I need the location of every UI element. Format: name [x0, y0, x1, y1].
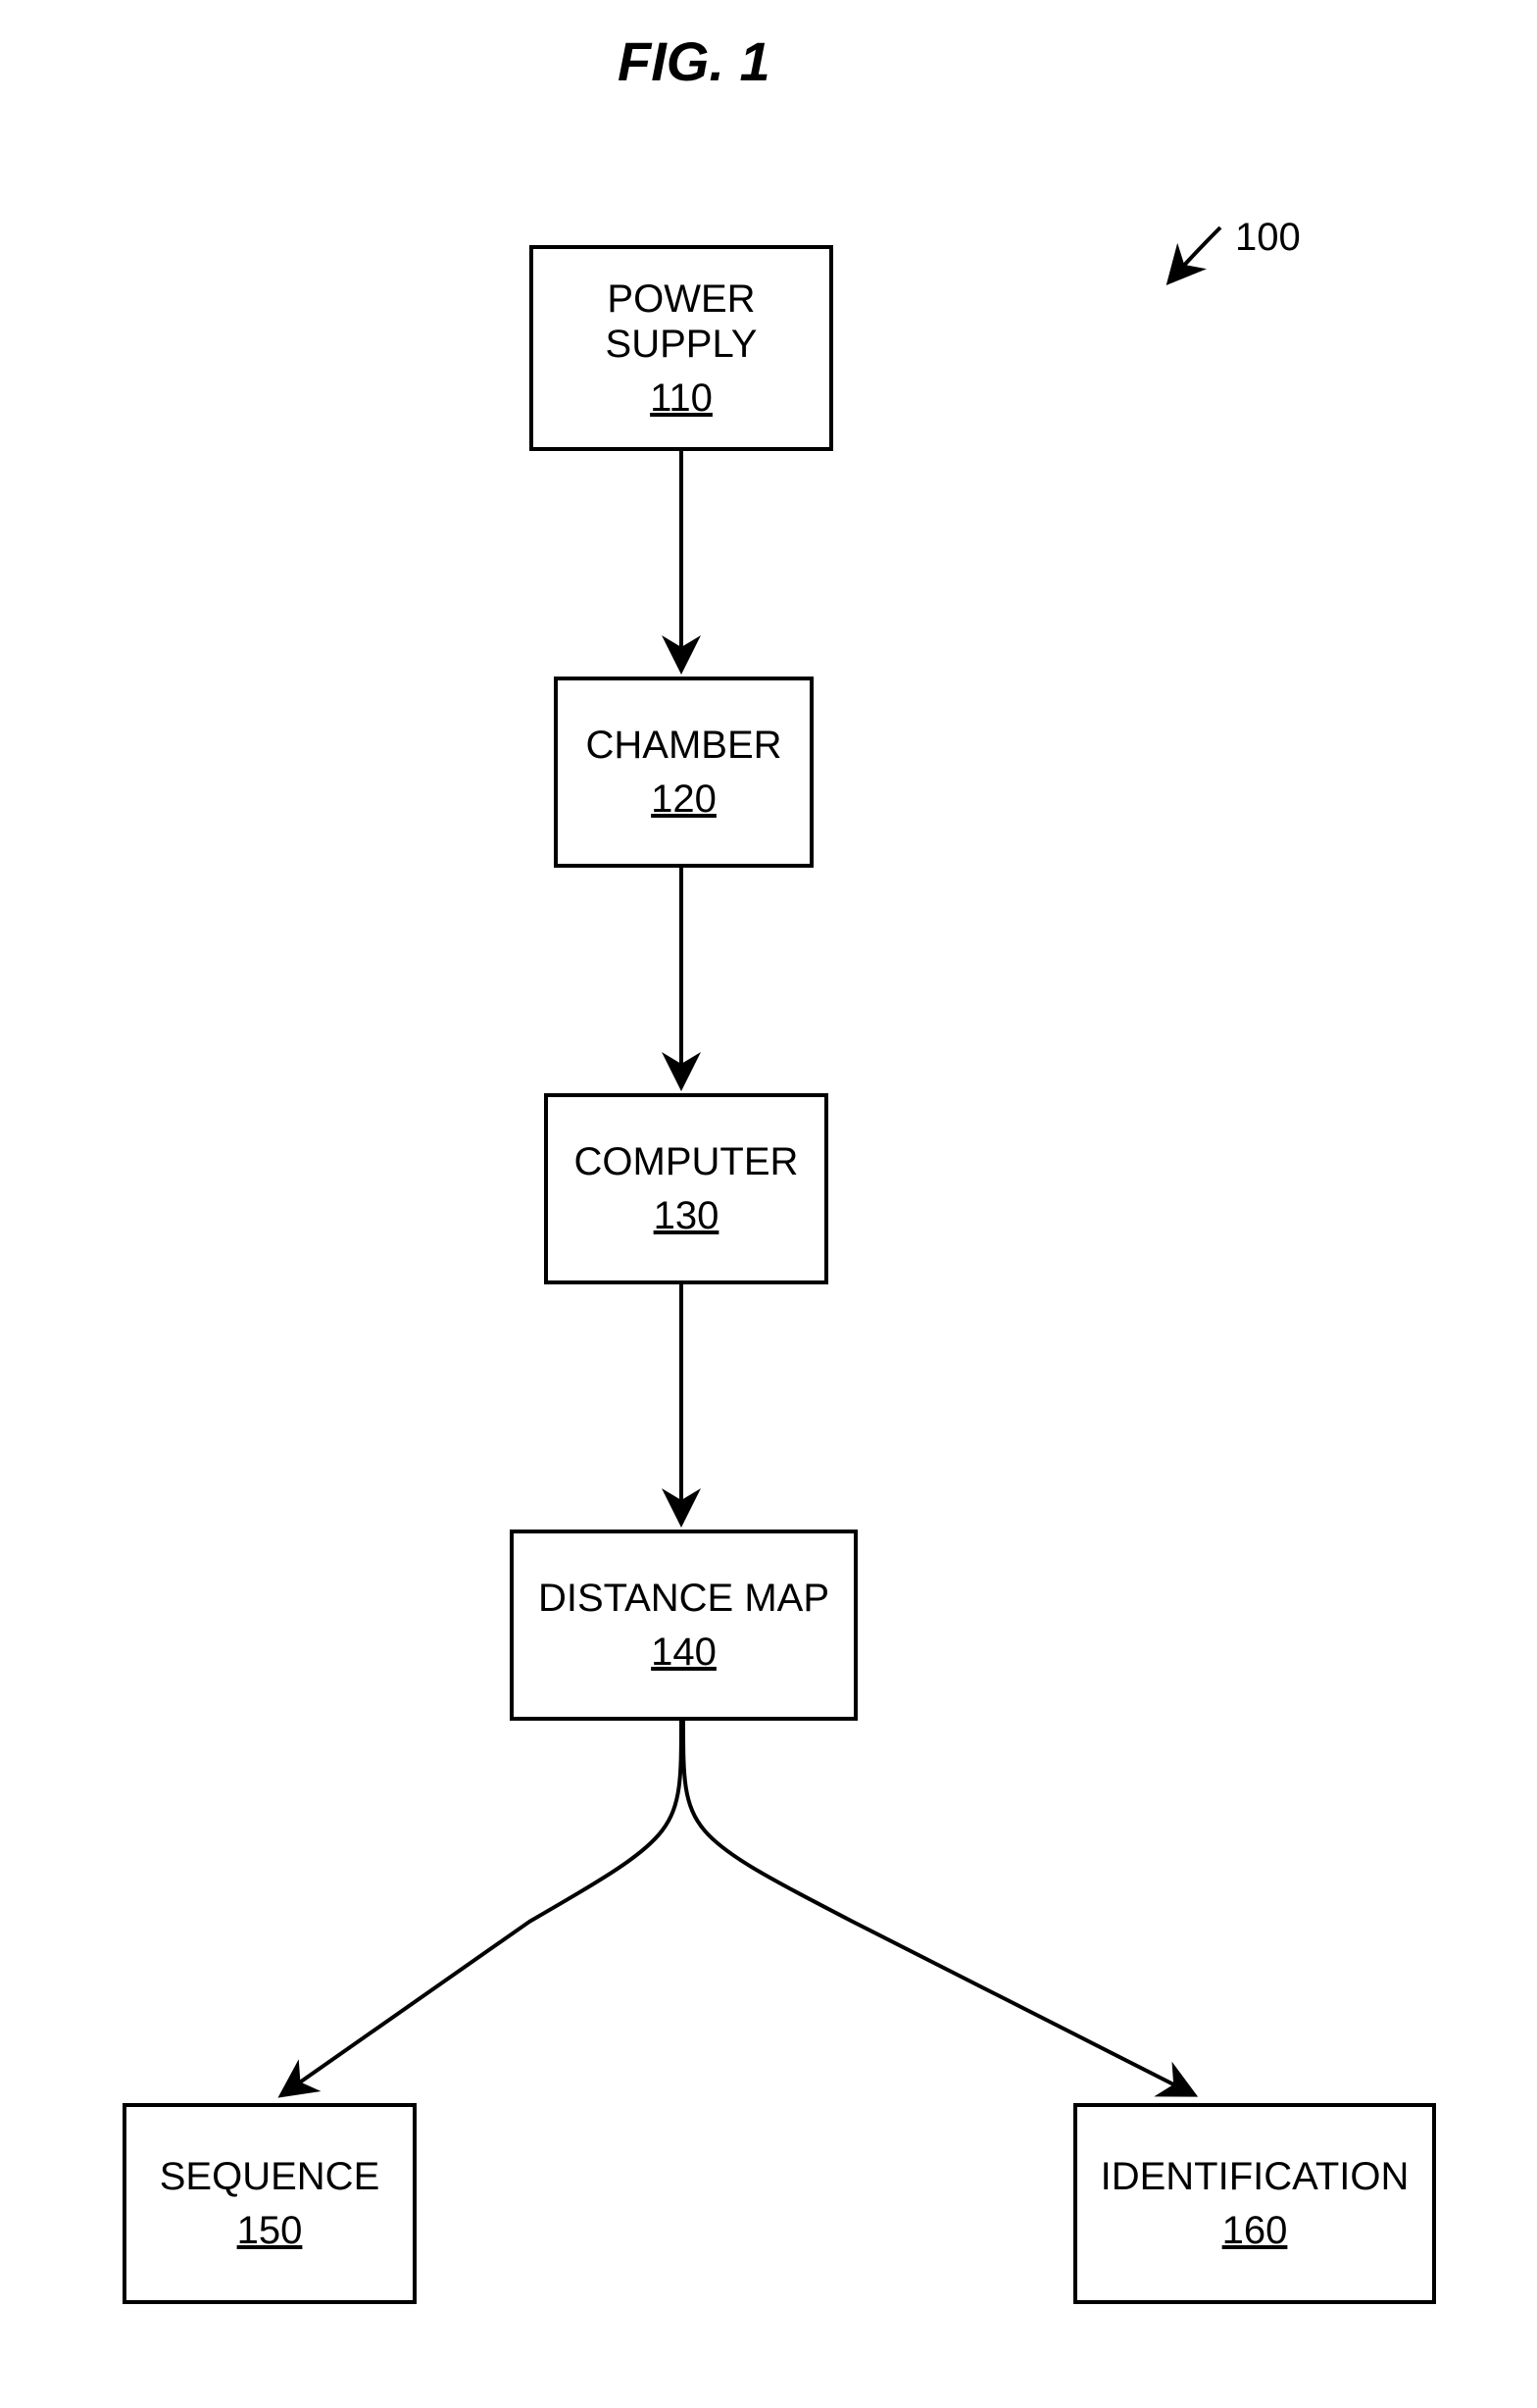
- edge-distmap-to-sequence: [284, 1721, 681, 2093]
- ref-leader-arrow: [1171, 227, 1220, 279]
- node-chamber-label: CHAMBER: [585, 723, 781, 768]
- node-ident-number: 160: [1222, 2209, 1288, 2253]
- figure-canvas: FIG. 1 100 POWER SUPPLY 110 CHAMBER 120 COMP…: [0, 0, 1537, 2408]
- node-computer-number: 130: [654, 1194, 719, 1238]
- node-chamber: CHAMBER 120: [554, 677, 814, 868]
- node-ident-label: IDENTIFICATION: [1101, 2154, 1410, 2199]
- node-power-label: POWER SUPPLY: [606, 276, 758, 367]
- node-distmap: DISTANCE MAP 140: [510, 1530, 858, 1721]
- figure-ref-number: 100: [1235, 216, 1301, 260]
- node-computer: COMPUTER 130: [544, 1093, 828, 1284]
- node-sequence-number: 150: [237, 2209, 303, 2253]
- node-computer-label: COMPUTER: [574, 1139, 799, 1184]
- node-sequence-label: SEQUENCE: [160, 2154, 380, 2199]
- node-sequence: SEQUENCE 150: [123, 2103, 417, 2304]
- node-power: POWER SUPPLY 110: [529, 245, 833, 451]
- node-distmap-number: 140: [651, 1630, 717, 1675]
- node-chamber-number: 120: [651, 778, 717, 822]
- node-distmap-label: DISTANCE MAP: [538, 1576, 829, 1621]
- edge-distmap-to-ident: [683, 1721, 1191, 2093]
- figure-title: FIG. 1: [618, 29, 770, 93]
- node-power-number: 110: [650, 376, 713, 421]
- node-ident: IDENTIFICATION 160: [1073, 2103, 1436, 2304]
